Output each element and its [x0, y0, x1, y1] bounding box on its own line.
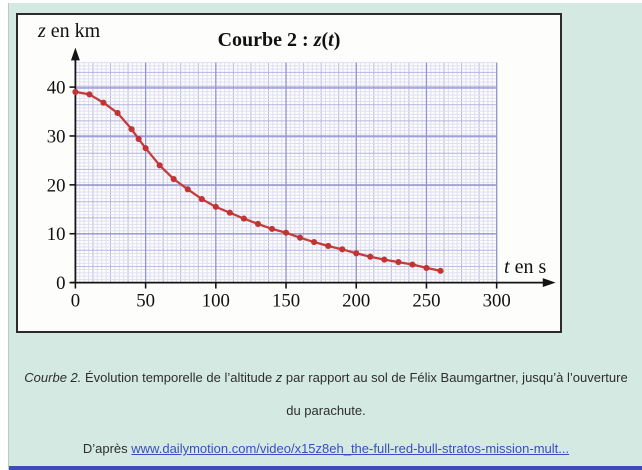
- data-point: [268, 225, 276, 232]
- x-tick-label: 100: [202, 290, 230, 311]
- x-tick-label: 300: [483, 290, 511, 311]
- altitude-chart: 0 50 100 150 200 250 300 0 10 20 30 40: [47, 47, 556, 311]
- y-axis-unit: en km: [45, 20, 101, 42]
- data-point: [409, 261, 416, 268]
- content-box: 0 50 100 150 200 250 300 0 10 20 30 40 z en km Cour…: [8, 3, 642, 470]
- data-point: [114, 109, 121, 117]
- data-point: [72, 88, 79, 95]
- chart-title-paren-close: ): [333, 29, 341, 51]
- data-point: [282, 229, 290, 236]
- data-point: [296, 234, 304, 241]
- figure-caption-line1: Courbe 2. Évolution temporelle de l’alti…: [9, 370, 642, 385]
- data-point: [226, 209, 233, 216]
- x-axis-variable: t: [504, 256, 510, 278]
- x-axis-unit: en s: [509, 256, 547, 278]
- altitude-curve: [74, 90, 442, 272]
- data-point: [86, 91, 93, 98]
- caption-figure-label: Courbe 2.: [24, 370, 82, 385]
- x-tick-label: 0: [71, 290, 80, 311]
- data-point: [423, 264, 430, 271]
- data-point: [381, 256, 388, 263]
- x-axis-label: t en s: [504, 256, 546, 279]
- chart-title: Courbe 2 : z(t): [18, 29, 540, 52]
- data-point: [240, 215, 247, 222]
- chart-title-var2: t: [328, 29, 334, 51]
- source-line: D’après www.dailymotion.com/video/x15z8e…: [9, 441, 642, 456]
- dailymotion-link[interactable]: www.dailymotion.com/video/x15z8eh_the-fu…: [131, 441, 570, 456]
- data-point: [128, 126, 135, 133]
- y-tick-label: 10: [47, 224, 66, 245]
- y-tick-label: 30: [47, 126, 66, 147]
- y-tick-label: 0: [56, 273, 65, 294]
- data-point: [212, 203, 219, 210]
- caption-text-1: Évolution temporelle de l’altitude: [81, 370, 276, 385]
- x-tick-label: 250: [412, 290, 440, 311]
- data-point: [184, 186, 191, 193]
- data-point: [437, 267, 444, 274]
- y-tick-label: 40: [47, 78, 66, 99]
- y-axis-label: z en km: [38, 20, 100, 43]
- data-point: [170, 175, 177, 183]
- x-tick-label: 50: [136, 290, 155, 311]
- y-tick-label: 20: [47, 175, 66, 196]
- figure-panel: 0 50 100 150 200 250 300 0 10 20 30 40 z en km Cour…: [16, 13, 562, 333]
- data-point: [142, 145, 149, 152]
- data-point: [198, 196, 205, 203]
- caption-variable-z: z: [275, 370, 283, 385]
- chart-title-var: z: [313, 29, 322, 51]
- chart-title-prefix: Courbe 2 :: [217, 29, 314, 51]
- data-point: [254, 220, 262, 228]
- data-point: [367, 253, 374, 260]
- caption-text-2: par rapport au sol de Félix Baumgartner,…: [282, 370, 628, 385]
- y-axis-variable: z: [38, 20, 46, 42]
- y-axis-arrow: [70, 47, 80, 61]
- data-point: [135, 135, 142, 142]
- data-point: [100, 99, 107, 106]
- data-point: [311, 238, 318, 246]
- data-point: [156, 162, 163, 169]
- data-point: [325, 242, 332, 250]
- figure-caption-line2: du parachute.: [286, 403, 366, 418]
- chart-title-paren-open: (: [321, 29, 329, 51]
- source-prefix: D’après: [82, 441, 132, 456]
- x-axis-arrow: [542, 278, 556, 288]
- x-tick-label: 200: [342, 290, 370, 311]
- data-point: [339, 246, 346, 253]
- x-tick-label: 150: [272, 290, 300, 311]
- data-point: [353, 250, 360, 257]
- data-point: [395, 259, 402, 266]
- bottom-bar: [9, 466, 642, 470]
